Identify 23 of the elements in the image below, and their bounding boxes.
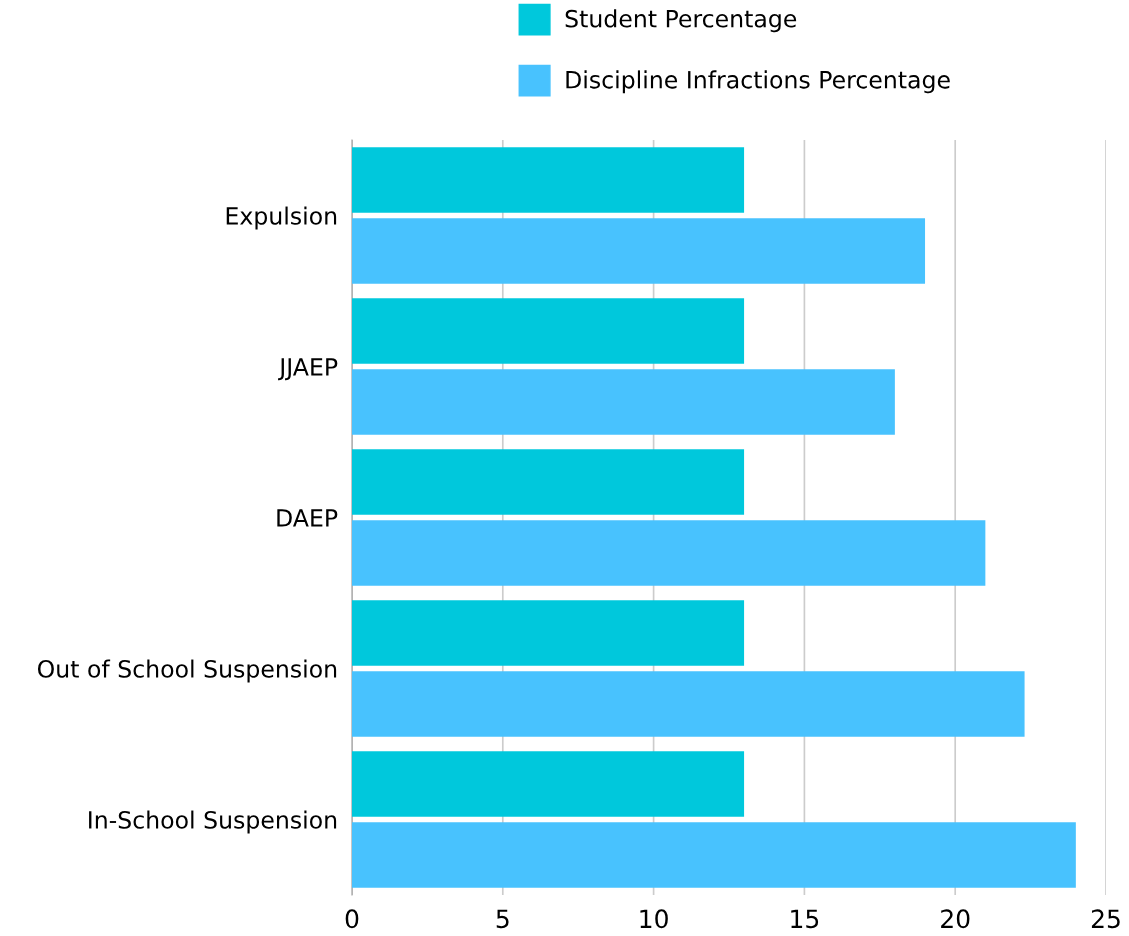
- x-tick-label: 10: [640, 909, 668, 929]
- bar: [352, 822, 1076, 888]
- bar: [352, 298, 745, 364]
- x-tick-label: 20: [941, 909, 970, 929]
- y-tick-label: In-School Suspension: [89, 810, 337, 834]
- legend-label: Student Percentage: [565, 9, 797, 33]
- x-tick-label: 15: [791, 909, 819, 929]
- x-tick-label: 5: [496, 909, 509, 929]
- y-tick-label: JJAEP: [278, 358, 338, 381]
- bar: [352, 600, 745, 666]
- bar: [352, 449, 745, 515]
- bar: [352, 369, 895, 435]
- x-tick-label: 0: [345, 909, 359, 929]
- bar: [352, 520, 986, 586]
- legend-label: Discipline Infractions Percentage: [566, 70, 950, 94]
- y-tick-label: Out of School Suspension: [37, 659, 337, 683]
- bar: [352, 218, 926, 284]
- bar: [352, 671, 1025, 737]
- y-tick-label: Expulsion: [226, 206, 337, 230]
- bar: [352, 147, 745, 213]
- bar: [352, 751, 745, 817]
- x-tick-label: 25: [1091, 909, 1120, 929]
- y-tick-label: DAEP: [277, 509, 338, 527]
